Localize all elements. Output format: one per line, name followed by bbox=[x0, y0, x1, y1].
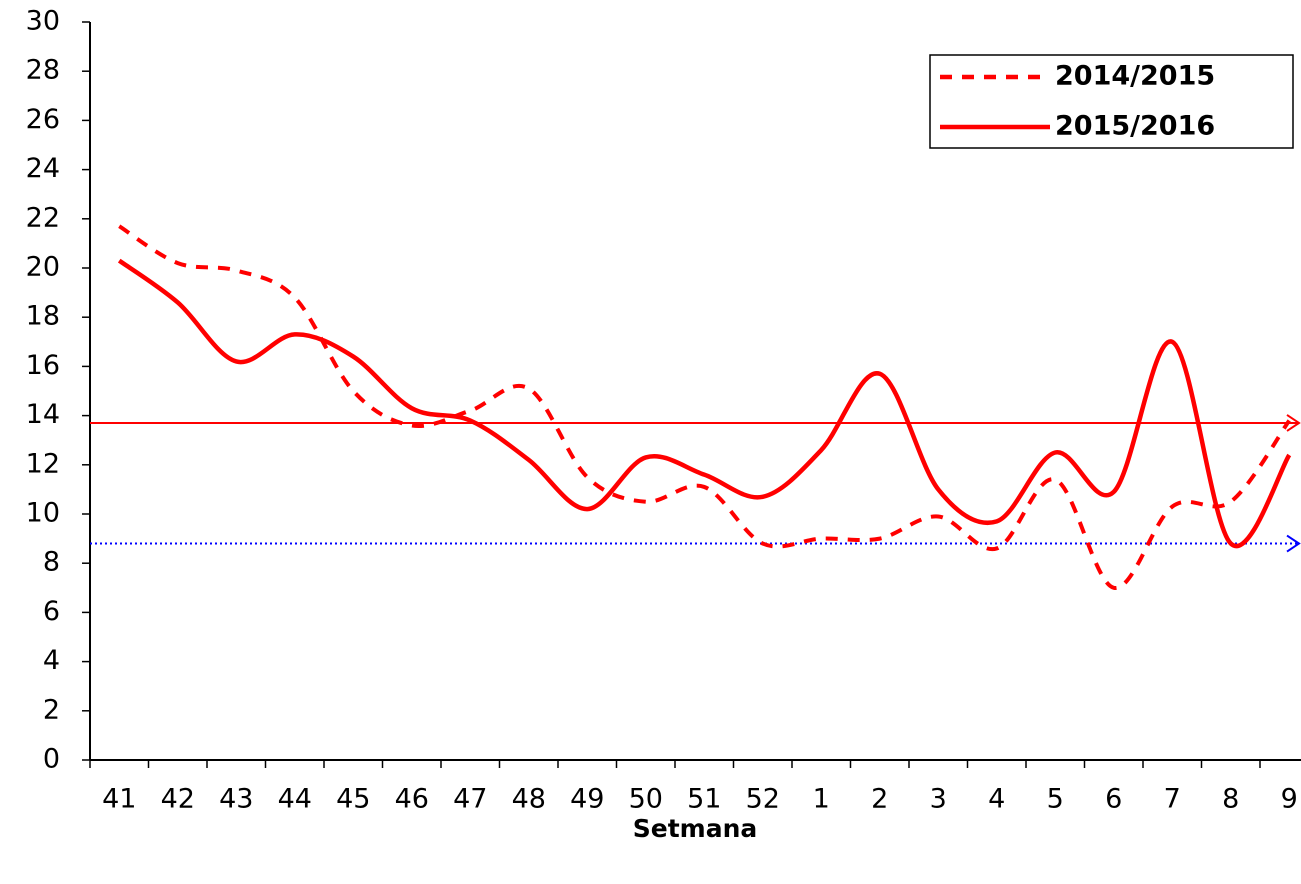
x-tick-label: 7 bbox=[1164, 784, 1181, 815]
y-tick-label: 14 bbox=[26, 399, 60, 430]
y-tick-label: 24 bbox=[26, 153, 60, 184]
y-tick-label: 8 bbox=[43, 547, 60, 578]
y-tick-label: 2 bbox=[43, 694, 60, 725]
reference-arrow bbox=[1286, 414, 1301, 432]
x-tick-label: 1 bbox=[813, 784, 830, 815]
x-axis-label: Setmana bbox=[633, 814, 758, 843]
legend-label: 2014/2015 bbox=[1055, 61, 1215, 92]
x-tick-label: 52 bbox=[746, 784, 780, 815]
x-tick-label: 6 bbox=[1105, 784, 1122, 815]
x-tick-label: 50 bbox=[629, 784, 663, 815]
x-tick-label: 51 bbox=[687, 784, 721, 815]
y-tick-label: 6 bbox=[43, 596, 60, 627]
x-tick-label: 46 bbox=[395, 784, 429, 815]
y-tick-label: 26 bbox=[26, 104, 60, 135]
reference-arrow bbox=[1286, 534, 1301, 553]
x-tick-label: 48 bbox=[512, 784, 546, 815]
series-line bbox=[118, 224, 1291, 590]
series-line bbox=[117, 258, 1292, 549]
y-tick-label: 0 bbox=[43, 744, 60, 775]
y-tick-label: 12 bbox=[26, 448, 60, 479]
y-tick-label: 16 bbox=[26, 350, 60, 381]
x-tick-label: 47 bbox=[453, 784, 487, 815]
y-tick-label: 28 bbox=[26, 55, 60, 86]
x-tick-label: 49 bbox=[570, 784, 604, 815]
x-tick-label: 5 bbox=[1047, 784, 1064, 815]
x-tick-label: 41 bbox=[102, 784, 136, 815]
x-tick-label: 3 bbox=[930, 784, 947, 815]
legend-box bbox=[929, 54, 1294, 149]
x-tick-label: 9 bbox=[1281, 784, 1298, 815]
y-tick-label: 18 bbox=[26, 301, 60, 332]
x-tick-label: 8 bbox=[1222, 784, 1239, 815]
y-tick-label: 20 bbox=[26, 252, 60, 283]
x-tick-label: 2 bbox=[871, 784, 888, 815]
x-tick-label: 4 bbox=[988, 784, 1005, 815]
y-tick-label: 30 bbox=[26, 6, 60, 37]
legend-label: 2015/2016 bbox=[1055, 111, 1215, 142]
x-tick-label: 42 bbox=[161, 784, 195, 815]
y-tick-label: 10 bbox=[26, 498, 60, 529]
x-tick-label: 44 bbox=[278, 784, 312, 815]
y-tick-label: 22 bbox=[26, 202, 60, 233]
y-tick-label: 4 bbox=[43, 645, 60, 676]
x-tick-label: 43 bbox=[219, 784, 253, 815]
x-tick-label: 45 bbox=[336, 784, 370, 815]
legend: 2014/2015 2015/2016 bbox=[929, 54, 1294, 149]
